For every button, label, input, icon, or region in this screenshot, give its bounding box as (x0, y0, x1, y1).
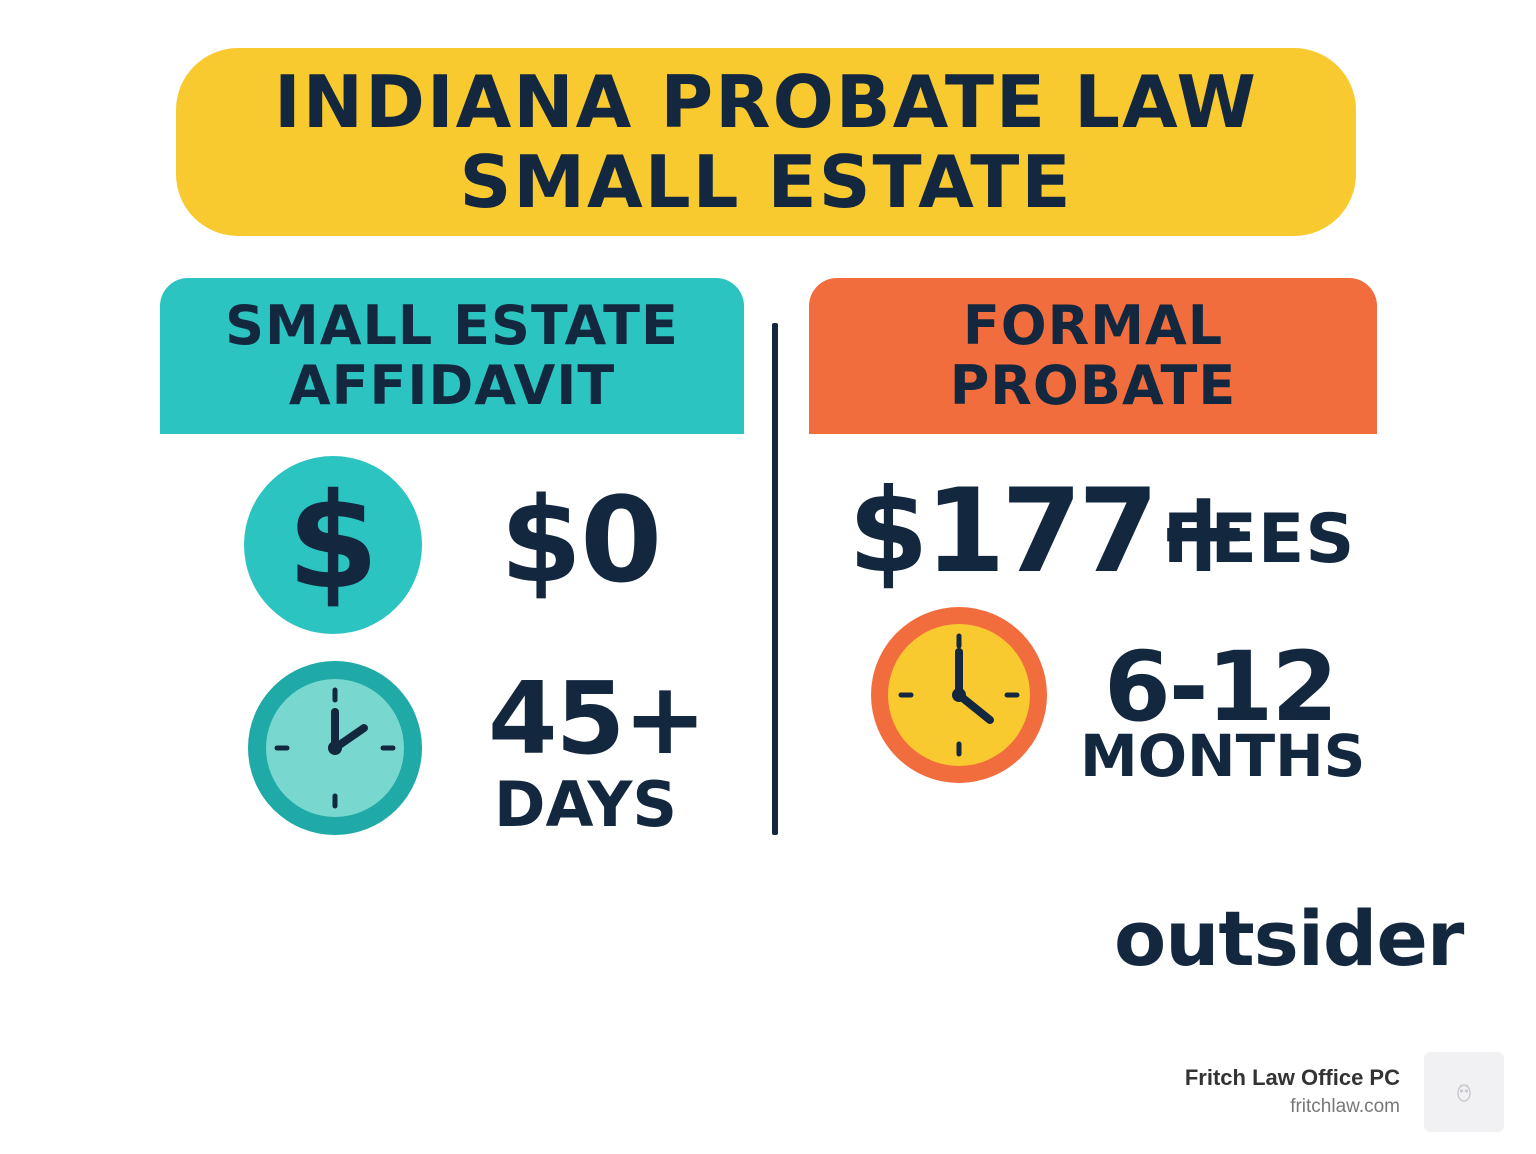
credit-name: Fritch Law Office PC (1184, 1065, 1400, 1090)
left-heading-line-1: SMALL ESTATE (225, 294, 679, 357)
clock-icon (871, 607, 1047, 783)
dollar-sign-icon: $ (244, 456, 422, 634)
title-line-1: INDIANA PROBATE LAW (274, 60, 1258, 144)
svg-text:$: $ (287, 465, 379, 619)
title-line-2: SMALL ESTATE (459, 140, 1073, 224)
clock-icon (248, 661, 422, 835)
affidavit-time-unit: DAYS (494, 768, 678, 841)
affidavit-cost: $0 (500, 471, 662, 609)
probate-time-unit: MONTHS (1080, 722, 1366, 790)
probate-cost-unit: FEES (1163, 500, 1356, 579)
right-heading-line-1: FORMAL (962, 294, 1224, 357)
credit-block: Fritch Law Office PC fritchlaw.com (1185, 1064, 1400, 1122)
formal-probate-header: FORMAL PROBATE (809, 278, 1377, 434)
affidavit-time-value: 45+ (488, 660, 707, 777)
brand-logo-text: outsider (1114, 894, 1464, 983)
credit-url-link[interactable]: fritchlaw.com (1290, 1096, 1400, 1117)
title-banner: INDIANA PROBATE LAW SMALL ESTATE (176, 48, 1356, 236)
probate-cost: $177+ (848, 464, 1252, 599)
left-heading-line-2: AFFIDAVIT (288, 354, 616, 417)
credit-badge[interactable] (1424, 1052, 1504, 1132)
probate-time-value: 6-12 (1104, 631, 1338, 743)
right-heading-line-2: PROBATE (949, 354, 1237, 417)
small-estate-affidavit-header: SMALL ESTATE AFFIDAVIT (160, 278, 744, 434)
owl-logo-icon (1457, 1084, 1471, 1102)
column-divider (772, 323, 778, 835)
